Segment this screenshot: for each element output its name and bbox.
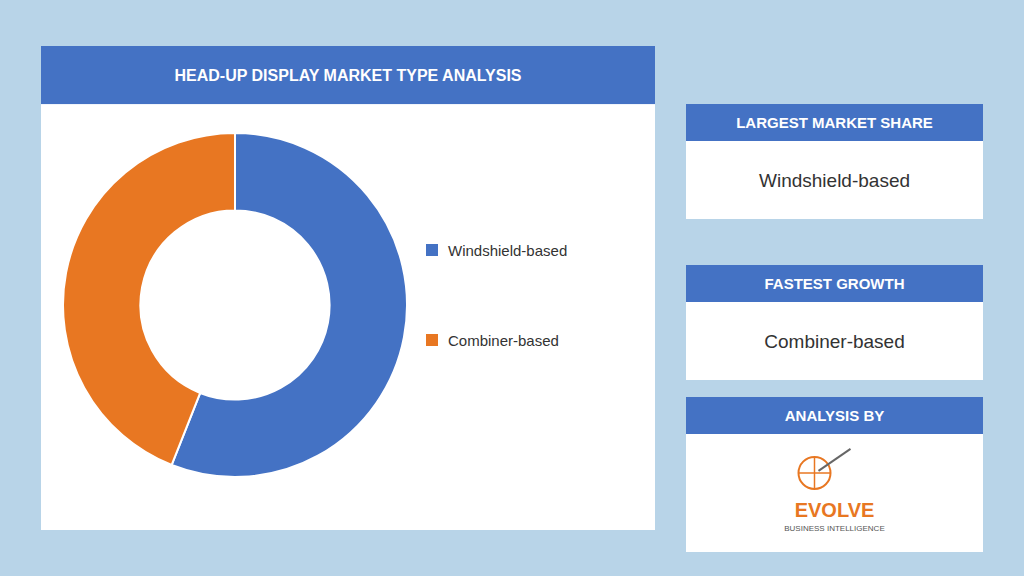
legend-label: Combiner-based xyxy=(448,332,559,349)
info-box-title: FASTEST GROWTH xyxy=(765,275,905,292)
logo-text: BUSINESS INTELLIGENCE xyxy=(784,524,884,533)
info-box-header xyxy=(686,104,983,141)
legend-swatch xyxy=(426,334,438,346)
title-bar xyxy=(41,46,655,104)
logo-arrow xyxy=(819,449,851,471)
info-box-header xyxy=(686,397,983,434)
chart-panel xyxy=(41,46,655,530)
info-box-title: LARGEST MARKET SHARE xyxy=(736,114,933,131)
legend-swatch xyxy=(426,244,438,256)
logo xyxy=(799,449,851,489)
info-box: FASTEST GROWTH Combiner-based xyxy=(686,265,983,380)
info-box: ANALYSIS BY EVOLVE BUSINESS INTELLIGENCE xyxy=(686,397,983,552)
donut-slice xyxy=(63,133,235,465)
info-box-text: Windshield-based xyxy=(759,170,910,191)
title: HEAD-UP DISPLAY MARKET TYPE ANALYSIS xyxy=(174,67,521,84)
info-box-text: Combiner-based xyxy=(764,331,904,352)
info-box-body xyxy=(686,302,983,380)
legend-label: Windshield-based xyxy=(448,242,567,259)
background xyxy=(0,0,1024,576)
donut xyxy=(63,133,407,477)
info-box-body xyxy=(686,434,983,552)
info-box-header xyxy=(686,265,983,302)
legend: Windshield-based Combiner-based xyxy=(426,242,567,349)
info-box-body xyxy=(686,141,983,219)
info-box: LARGEST MARKET SHARE Windshield-based xyxy=(686,104,983,219)
logo-line xyxy=(799,472,831,474)
logo-circle xyxy=(799,457,831,489)
logo-text: EVOLVE xyxy=(795,499,875,521)
info-box-title: ANALYSIS BY xyxy=(785,407,884,424)
chart-root: HEAD-UP DISPLAY MARKET TYPE ANALYSIS Wind… xyxy=(0,0,1024,576)
